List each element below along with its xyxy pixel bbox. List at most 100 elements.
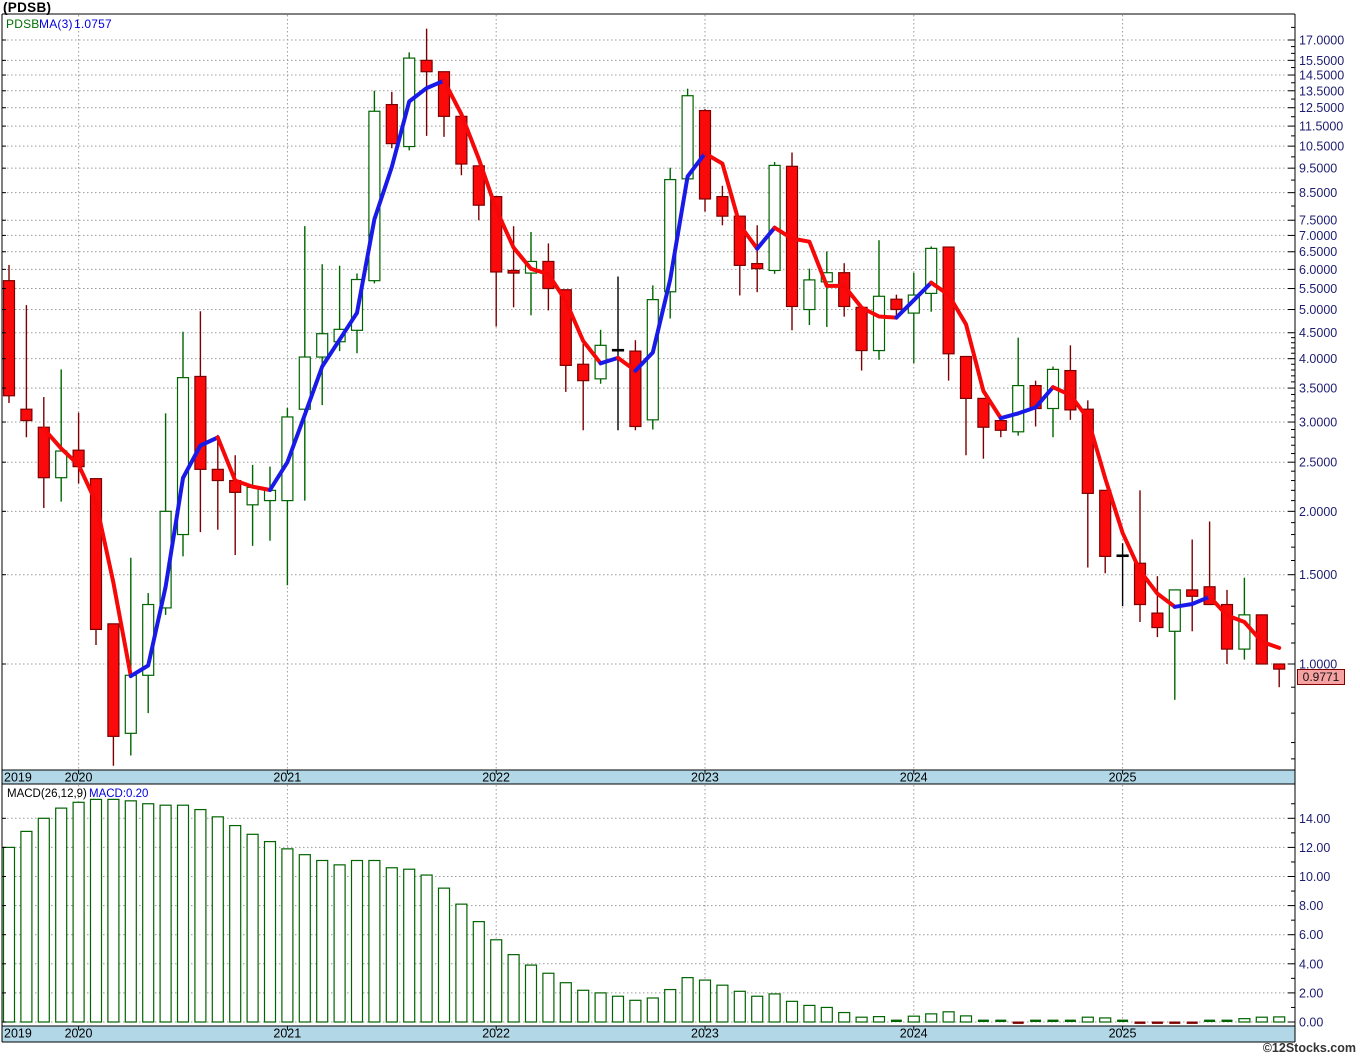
macd-bar (524, 964, 538, 1023)
grid-layer (3, 15, 1294, 1025)
candle-body (733, 215, 746, 266)
year-label: 2020 (65, 1027, 93, 1041)
macd-bar (1273, 1016, 1286, 1023)
macd-bar (229, 824, 242, 1023)
price-axis-label: 3.5000 (1299, 382, 1337, 396)
macd-bar-negative (1012, 1021, 1024, 1024)
macd-bar (838, 1011, 851, 1023)
candle-body (751, 262, 764, 270)
macd-bar (246, 833, 259, 1023)
ma-segment-falling (215, 435, 272, 492)
candle-body (977, 397, 990, 428)
candle-body (385, 103, 398, 145)
candle-body (994, 419, 1007, 431)
macd-bar (716, 984, 729, 1023)
candle-body (1064, 369, 1077, 411)
candle-body (716, 195, 729, 217)
candle-body (507, 269, 520, 274)
macd-bar (1204, 1019, 1216, 1022)
ma-segment-rising (1172, 594, 1212, 609)
price-legend-ma-value: 1.0757 (74, 17, 112, 31)
year-label: 2024 (900, 1027, 928, 1041)
candle-body (1238, 614, 1251, 650)
price-axis-label: 4.5000 (1299, 326, 1337, 340)
ma-segment-rising (128, 435, 220, 679)
price-axis-label: 3.0000 (1299, 416, 1337, 430)
macd-bar (107, 798, 120, 1023)
macd-axis-label: 0.00 (1299, 1016, 1323, 1030)
price-legend-symbol: PDSB (6, 17, 40, 31)
price-axis-label: 9.5000 (1299, 162, 1337, 176)
macd-bar (995, 1019, 1007, 1022)
macd-bar (385, 867, 398, 1023)
ma-segment-rising (894, 280, 934, 320)
macd-bar (211, 816, 224, 1023)
macd-bar (611, 995, 625, 1023)
macd-bar (420, 874, 433, 1023)
candle-body (55, 450, 68, 479)
candle-body (872, 295, 886, 352)
macd-bar (403, 868, 416, 1023)
macd-bar (698, 979, 712, 1023)
price-axis-label: 12.5000 (1299, 101, 1344, 115)
year-label: 2021 (273, 1027, 301, 1041)
macd-bar (490, 939, 503, 1023)
ma-segment-rising (268, 78, 446, 492)
year-band (2, 1026, 1295, 1042)
candle-body (629, 350, 642, 428)
price-axis-label: 10.5000 (1299, 140, 1344, 154)
ma-segment-falling (1207, 594, 1282, 650)
candle-body (211, 468, 224, 482)
candle-body (1220, 603, 1234, 650)
macd-bar (1030, 1019, 1042, 1022)
macd-bar (733, 990, 746, 1023)
year-label: 2023 (691, 1027, 719, 1041)
macd-bar (768, 993, 781, 1023)
price-axis-label: 14.5000 (1299, 69, 1344, 83)
ma-segment-rising (598, 355, 620, 366)
macd-bar (368, 859, 381, 1023)
candles-layer (2, 28, 1286, 766)
ma-segment-falling (929, 280, 1003, 421)
candle-body (490, 195, 503, 273)
price-axis-label: 2.0000 (1299, 505, 1337, 519)
macd-axis-label: 14.00 (1299, 812, 1330, 826)
page-title: (PDSB) (3, 0, 52, 15)
candle-body (1168, 589, 1181, 632)
macd-bar (507, 954, 520, 1023)
candle-body (2, 280, 16, 397)
macd-bar (176, 804, 190, 1023)
candle-body (855, 306, 868, 352)
candle-body (1099, 489, 1112, 557)
macd-bar-negative (1151, 1021, 1163, 1024)
macd-bar (72, 801, 85, 1023)
ma-segment-falling (772, 225, 899, 320)
macd-bar (333, 864, 346, 1023)
price-axis-label: 5.0000 (1299, 303, 1337, 317)
year-label: 2022 (482, 1027, 510, 1041)
macd-bar-negative (1134, 1021, 1146, 1024)
candle-body (577, 363, 590, 382)
macd-bar (855, 1016, 868, 1023)
macd-bar (20, 830, 33, 1023)
macd-bar (194, 808, 207, 1023)
ma-segment-rising (755, 225, 777, 251)
candle-body (646, 299, 659, 421)
macd-bar-negative (1169, 1021, 1181, 1024)
macd-bar (316, 859, 329, 1023)
year-band (2, 770, 1295, 784)
price-axis-label: 1.0000 (1299, 658, 1337, 672)
candle-body (959, 355, 973, 399)
macd-axis-label: 8.00 (1299, 899, 1323, 913)
macd-bar (925, 1013, 938, 1023)
candle-body (803, 279, 816, 311)
candle-body (20, 408, 33, 422)
price-axis-label: 8.5000 (1299, 186, 1337, 200)
price-axis-label: 15.5000 (1299, 54, 1344, 68)
macd-bar (437, 887, 451, 1023)
candle-body (1133, 562, 1147, 606)
candle-body (768, 164, 781, 272)
ma-segment-falling (442, 78, 603, 366)
